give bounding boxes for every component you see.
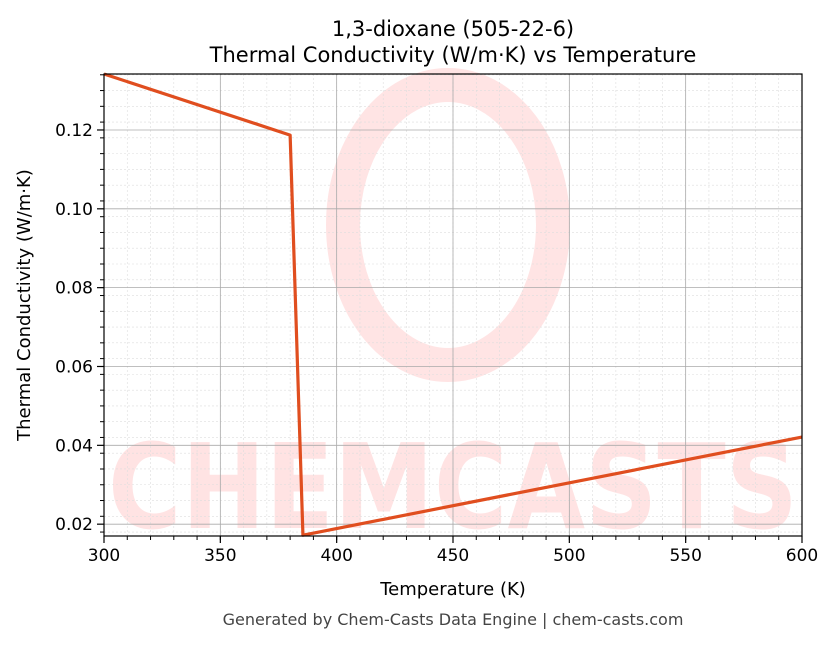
chart-subtitle: Thermal Conductivity (W/m·K) vs Temperat…	[209, 43, 697, 67]
chart-title: 1,3-dioxane (505-22-6)	[332, 17, 574, 41]
x-tick-label: 450	[437, 546, 469, 566]
series-line	[103, 72, 803, 537]
x-tick-label: 550	[669, 546, 701, 566]
x-tick-label: 600	[786, 546, 818, 566]
x-tick-label: 350	[204, 546, 236, 566]
y-tick-label: 0.06	[55, 357, 93, 377]
x-tick-label: 300	[88, 546, 120, 566]
y-tick-label: 0.10	[55, 200, 93, 220]
x-tick-label: 400	[320, 546, 352, 566]
y-tick-label: 0.12	[55, 121, 93, 141]
y-axis-label: Thermal Conductivity (W/m·K)	[14, 169, 35, 442]
footer-text: Generated by Chem-Casts Data Engine | ch…	[223, 610, 684, 629]
y-tick-label: 0.04	[55, 436, 93, 456]
watermark-logo	[326, 68, 570, 382]
y-tick-label: 0.08	[55, 279, 93, 299]
x-axis-label: Temperature (K)	[379, 579, 526, 600]
y-tick-label: 0.02	[55, 515, 93, 535]
x-tick-label: 500	[553, 546, 585, 566]
